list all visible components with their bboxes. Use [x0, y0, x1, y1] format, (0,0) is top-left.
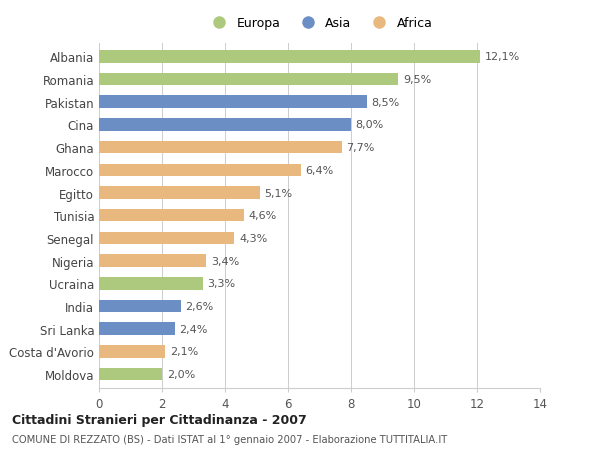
- Bar: [99, 300, 181, 313]
- Bar: [99, 345, 165, 358]
- Text: COMUNE DI REZZATO (BS) - Dati ISTAT al 1° gennaio 2007 - Elaborazione TUTTITALIA: COMUNE DI REZZATO (BS) - Dati ISTAT al 1…: [12, 434, 447, 444]
- Text: 3,4%: 3,4%: [211, 256, 239, 266]
- Bar: [99, 323, 175, 335]
- Text: 9,5%: 9,5%: [403, 75, 431, 85]
- Bar: [99, 368, 162, 381]
- Text: 2,1%: 2,1%: [170, 347, 198, 357]
- Bar: [99, 96, 367, 109]
- Text: Cittadini Stranieri per Cittadinanza - 2007: Cittadini Stranieri per Cittadinanza - 2…: [12, 413, 307, 426]
- Text: 2,0%: 2,0%: [167, 369, 195, 379]
- Bar: [99, 51, 480, 63]
- Bar: [99, 187, 260, 199]
- Bar: [99, 119, 351, 131]
- Bar: [99, 255, 206, 267]
- Bar: [99, 73, 398, 86]
- Text: 6,4%: 6,4%: [305, 165, 334, 175]
- Legend: Europa, Asia, Africa: Europa, Asia, Africa: [202, 12, 437, 35]
- Text: 12,1%: 12,1%: [485, 52, 520, 62]
- Text: 2,6%: 2,6%: [185, 301, 214, 311]
- Text: 4,6%: 4,6%: [248, 211, 277, 221]
- Bar: [99, 277, 203, 290]
- Text: 8,5%: 8,5%: [371, 97, 400, 107]
- Text: 7,7%: 7,7%: [346, 143, 374, 153]
- Bar: [99, 141, 341, 154]
- Text: 3,3%: 3,3%: [208, 279, 236, 289]
- Text: 5,1%: 5,1%: [265, 188, 293, 198]
- Text: 4,3%: 4,3%: [239, 233, 268, 243]
- Text: 2,4%: 2,4%: [179, 324, 208, 334]
- Bar: [99, 164, 301, 177]
- Bar: [99, 209, 244, 222]
- Text: 8,0%: 8,0%: [356, 120, 384, 130]
- Bar: [99, 232, 235, 245]
